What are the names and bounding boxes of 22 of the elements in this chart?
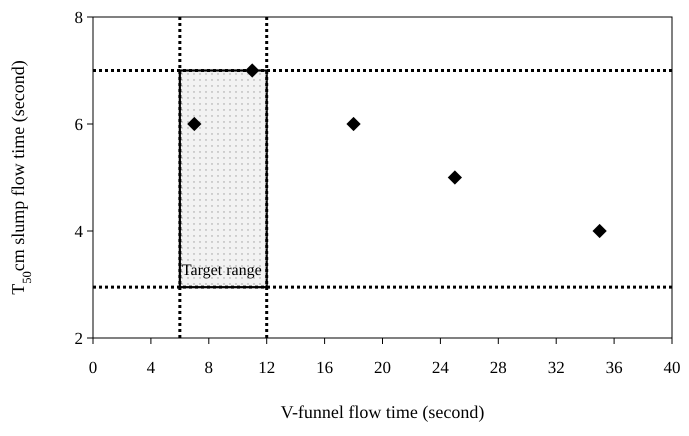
x-tick-label: 32 [548, 358, 565, 377]
x-axis-title: V-funnel flow time (second) [280, 402, 484, 422]
x-tick-label: 28 [490, 358, 507, 377]
band-label: Target range [182, 262, 262, 280]
x-tick-label: 12 [258, 358, 276, 377]
x-tick-label: 36 [606, 358, 623, 377]
x-tick-label: 4 [146, 358, 156, 377]
x-tick-label: 24 [432, 358, 450, 377]
y-tick-label: 6 [74, 114, 83, 134]
x-tick-label: 40 [664, 358, 680, 377]
y-tick-label: 4 [74, 222, 84, 241]
y-tick-label: 8 [74, 8, 83, 27]
point [187, 116, 202, 132]
point [245, 63, 260, 78]
x-tick-label: 20 [374, 358, 391, 377]
x-tick-label: 8 [204, 358, 214, 377]
point [592, 224, 607, 238]
x-tick-label: 0 [88, 358, 98, 377]
x-tick-label: 16 [316, 358, 334, 377]
y-tick-label: 2 [74, 328, 83, 348]
point [448, 170, 462, 185]
point [346, 116, 361, 132]
